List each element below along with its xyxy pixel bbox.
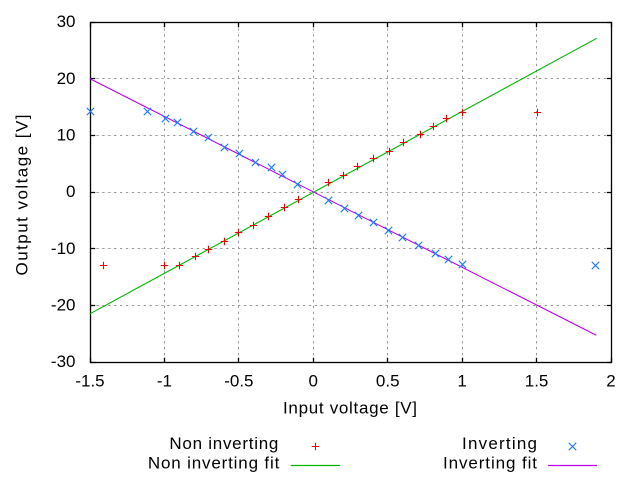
- svg-text:2: 2: [606, 372, 615, 391]
- svg-text:-30: -30: [51, 352, 76, 371]
- svg-text:1: 1: [457, 372, 466, 391]
- svg-text:Output voltage [V]: Output voltage [V]: [13, 115, 32, 276]
- svg-text:0: 0: [66, 182, 75, 201]
- svg-text:-10: -10: [51, 239, 76, 258]
- svg-text:-1: -1: [157, 372, 172, 391]
- svg-text:Inverting fit: Inverting fit: [443, 453, 537, 472]
- svg-text:Input voltage [V]: Input voltage [V]: [283, 399, 417, 418]
- svg-text:-1.5: -1.5: [75, 372, 104, 391]
- svg-text:20: 20: [57, 69, 76, 88]
- svg-text:Non inverting: Non inverting: [169, 434, 278, 453]
- svg-text:1.5: 1.5: [525, 372, 549, 391]
- svg-text:Inverting: Inverting: [462, 434, 537, 453]
- svg-text:10: 10: [57, 126, 76, 145]
- svg-text:0.5: 0.5: [376, 372, 400, 391]
- svg-text:Non inverting fit: Non inverting fit: [148, 453, 280, 472]
- svg-text:0: 0: [309, 372, 318, 391]
- svg-text:-0.5: -0.5: [224, 372, 253, 391]
- svg-text:30: 30: [57, 12, 76, 31]
- svg-text:-20: -20: [51, 296, 76, 315]
